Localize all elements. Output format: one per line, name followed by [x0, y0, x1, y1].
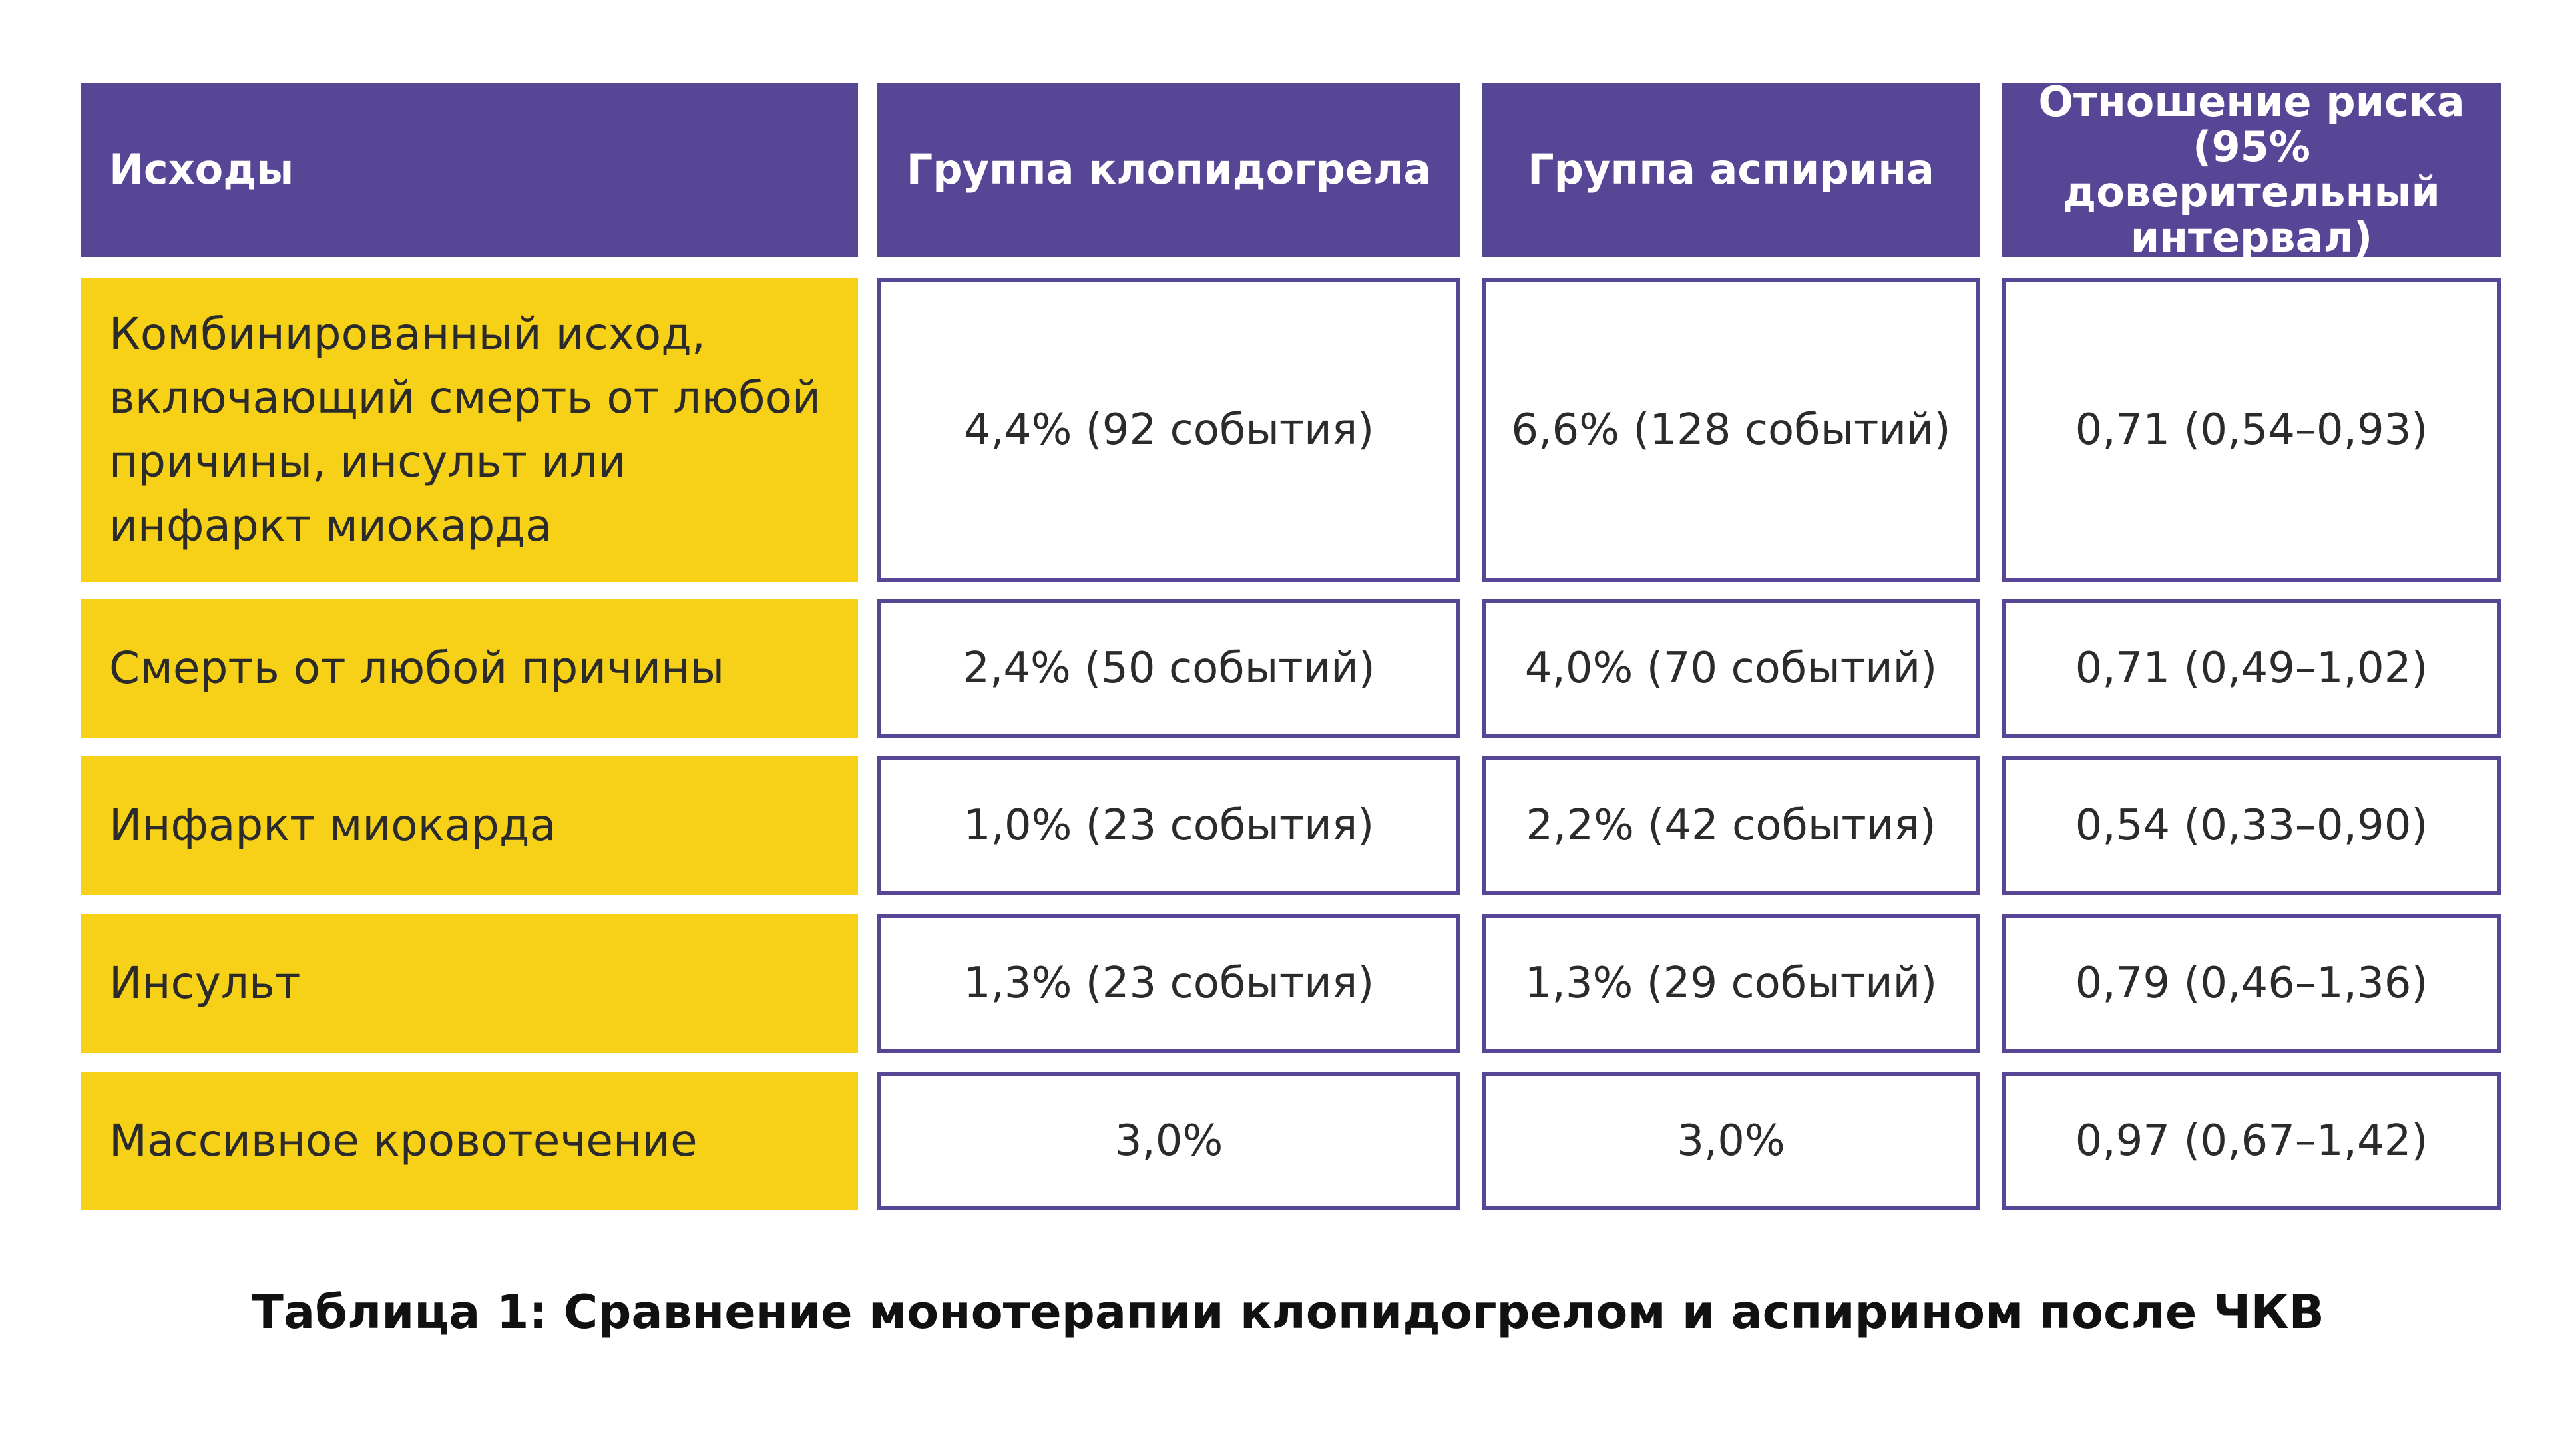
row-label-major-bleeding: Массивное кровотечение	[81, 1072, 858, 1210]
row-death-aspirin: 4,0% (70 событий)	[1482, 599, 1980, 738]
row-mi-aspirin: 2,2% (42 события)	[1482, 756, 1980, 895]
row-bleeding-risk-ratio: 0,97 (0,67–1,42)	[2002, 1072, 2501, 1210]
header-aspirin-group: Группа аспирина	[1482, 83, 1980, 257]
row-label-myocardial-infarction: Инфаркт миокарда	[81, 756, 858, 895]
row-combined-aspirin: 6,6% (128 событий)	[1482, 278, 1980, 582]
header-risk-ratio: Отношение риска (95% доверительный интер…	[2002, 79, 2501, 260]
row-label-combined-outcome: Комбинированный исход, включающий смерть…	[81, 278, 858, 582]
row-bleeding-clopidogrel: 3,0%	[877, 1072, 1460, 1210]
row-death-clopidogrel: 2,4% (50 событий)	[877, 599, 1460, 738]
row-label-stroke: Инсульт	[81, 914, 858, 1053]
row-bleeding-aspirin: 3,0%	[1482, 1072, 1980, 1210]
table-caption: Таблица 1: Сравнение монотерапии клопидо…	[252, 1285, 2324, 1339]
row-mi-risk-ratio: 0,54 (0,33–0,90)	[2002, 756, 2501, 895]
header-clopidogrel-group: Группа клопидогрела	[877, 83, 1460, 257]
row-combined-clopidogrel: 4,4% (92 события)	[877, 278, 1460, 582]
row-stroke-clopidogrel: 1,3% (23 события)	[877, 914, 1460, 1053]
header-outcomes: Исходы	[81, 83, 858, 257]
row-death-risk-ratio: 0,71 (0,49–1,02)	[2002, 599, 2501, 738]
row-stroke-risk-ratio: 0,79 (0,46–1,36)	[2002, 914, 2501, 1053]
row-combined-risk-ratio: 0,71 (0,54–0,93)	[2002, 278, 2501, 582]
row-stroke-aspirin: 1,3% (29 событий)	[1482, 914, 1980, 1053]
row-label-death-any-cause: Смерть от любой причины	[81, 599, 858, 738]
row-mi-clopidogrel: 1,0% (23 события)	[877, 756, 1460, 895]
